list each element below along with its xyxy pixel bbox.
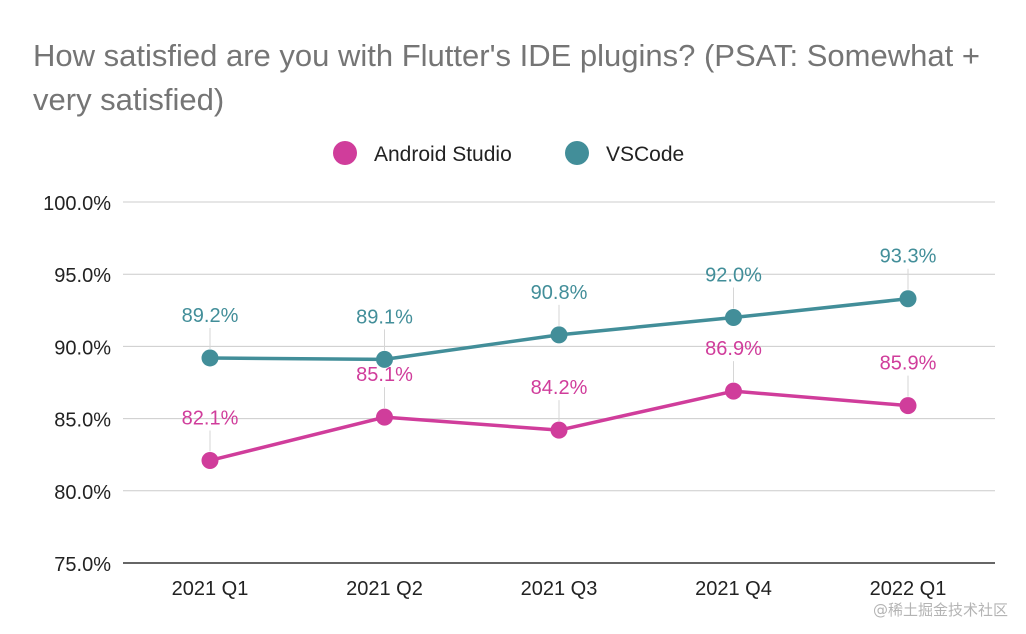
x-tick-label: 2021 Q4 — [695, 578, 772, 600]
y-tick-label: 100.0% — [43, 193, 111, 215]
y-tick-label: 90.0% — [54, 337, 111, 359]
data-label: 82.1% — [182, 407, 239, 429]
x-tick-label: 2021 Q3 — [521, 578, 598, 600]
legend-marker-1 — [565, 141, 589, 165]
data-label: 92.0% — [705, 265, 762, 287]
series-points — [201, 290, 917, 469]
y-tick-label: 80.0% — [54, 482, 111, 504]
y-tick-label: 85.0% — [54, 410, 111, 432]
data-labels: 82.1% 85.1% 84.2% 86.9% 85.9% 89.2% 89.1% 90.8%… — [182, 246, 937, 430]
data-point — [201, 349, 219, 367]
chart-title: How satisfied are you with Flutter's IDE… — [33, 38, 980, 117]
data-label: 89.1% — [356, 306, 413, 328]
legend: Android Studio VSCode — [333, 141, 684, 166]
data-label: 85.9% — [880, 353, 937, 375]
data-label: 86.9% — [705, 338, 762, 360]
legend-label-1: VSCode — [606, 143, 684, 166]
data-point — [899, 290, 917, 308]
legend-marker-0 — [333, 141, 357, 165]
data-point — [550, 326, 568, 344]
data-point — [725, 382, 742, 400]
data-point — [899, 397, 917, 415]
legend-label-0: Android Studio — [374, 143, 512, 166]
data-label-leaders — [209, 268, 909, 452]
data-label: 85.1% — [356, 364, 413, 386]
y-tick-label: 75.0% — [54, 554, 111, 576]
data-point — [201, 451, 219, 469]
data-label: 89.2% — [182, 305, 239, 327]
y-tick-label: 95.0% — [54, 265, 111, 287]
data-point — [376, 408, 393, 426]
x-tick-label: 2021 Q2 — [346, 578, 423, 600]
data-point — [376, 350, 393, 368]
data-label: 84.2% — [531, 377, 588, 399]
watermark: @稀土掘金技术社区 — [872, 601, 1008, 619]
data-point — [725, 309, 742, 327]
data-label: 90.8% — [531, 282, 588, 304]
x-tick-label: 2022 Q1 — [870, 578, 947, 600]
data-point — [550, 421, 568, 439]
y-axis-tick-labels: 75.0% 80.0% 85.0% 90.0% 95.0% 100.0% — [43, 193, 111, 576]
x-axis-tick-labels: 2021 Q1 2021 Q2 2021 Q3 2021 Q4 2022 Q1 — [172, 578, 947, 600]
data-label: 93.3% — [880, 246, 937, 268]
x-tick-label: 2021 Q1 — [172, 578, 249, 600]
